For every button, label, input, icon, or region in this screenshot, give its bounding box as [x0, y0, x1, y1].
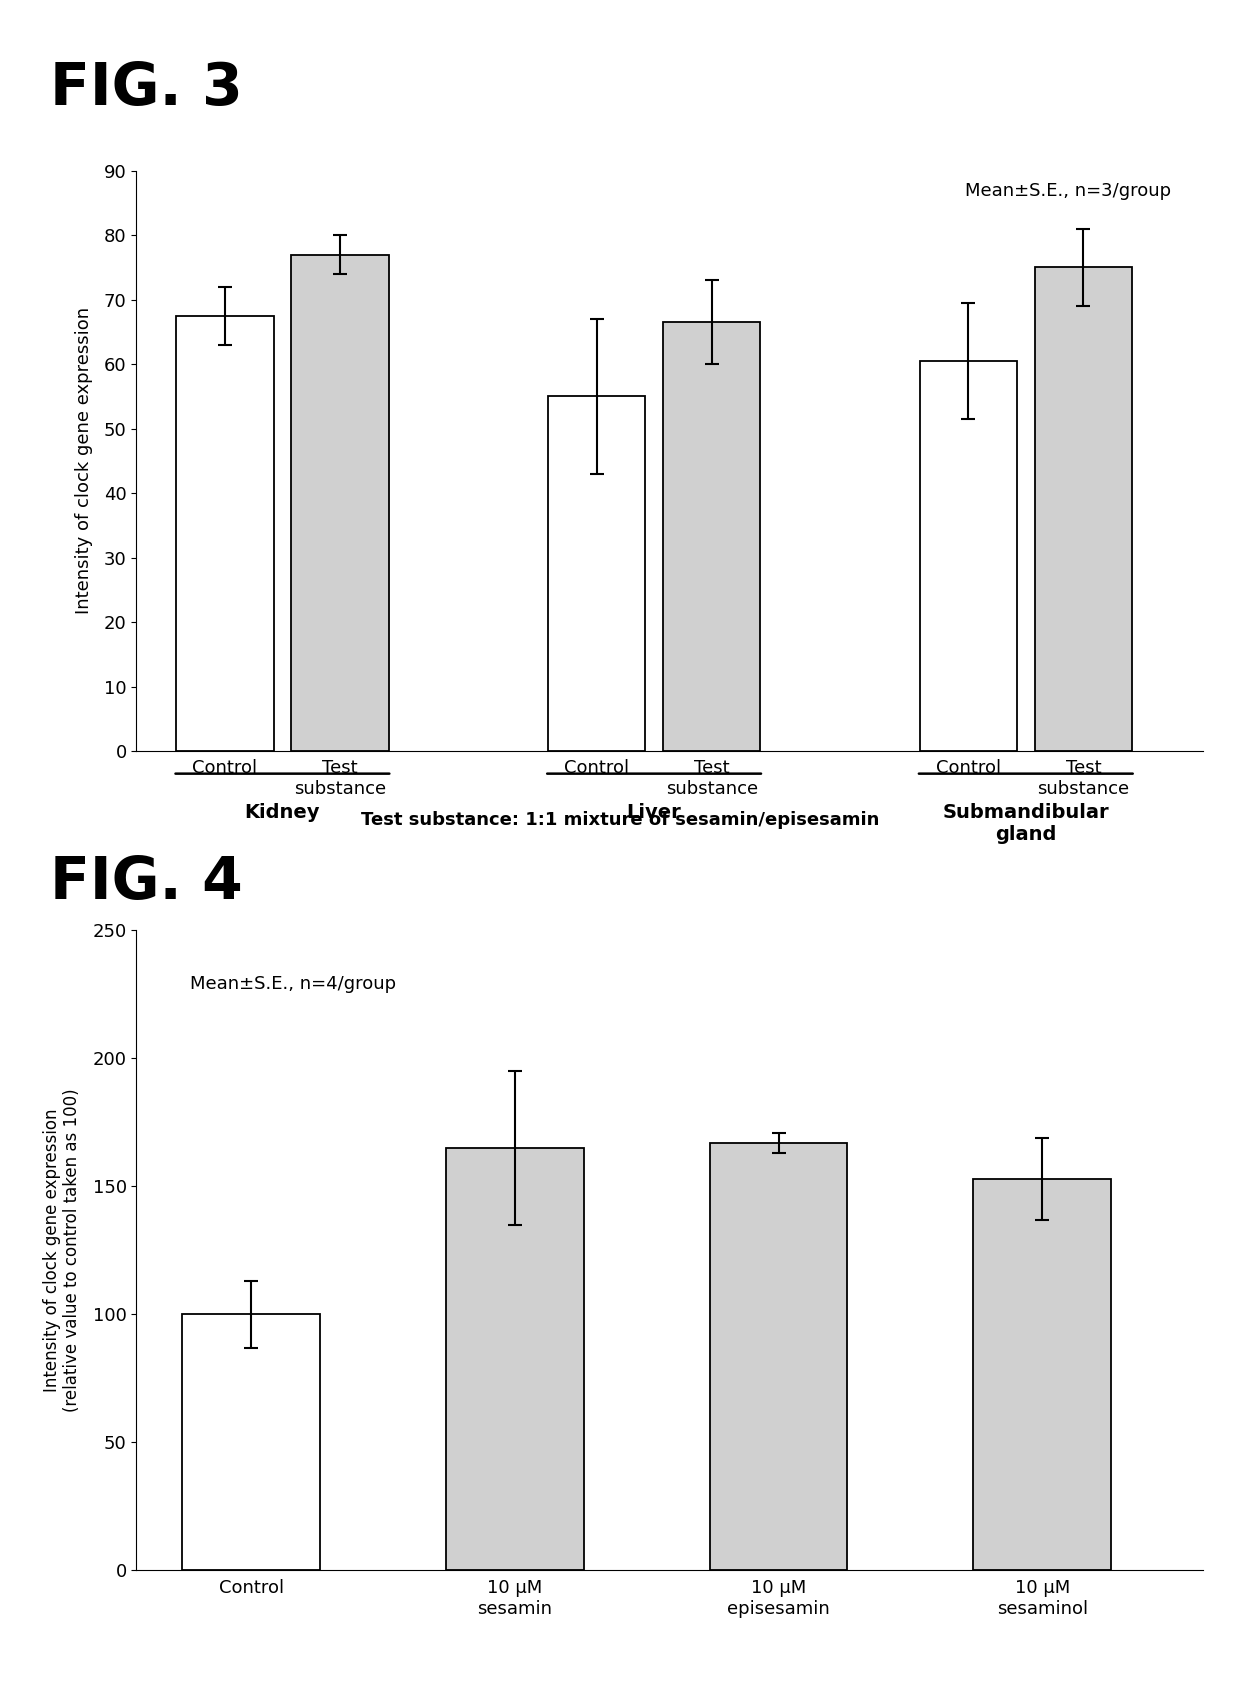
Bar: [182, 1314, 320, 1570]
Bar: [1034, 268, 1132, 751]
Text: Mean±S.E., n=4/group: Mean±S.E., n=4/group: [190, 975, 396, 993]
Bar: [446, 1147, 584, 1570]
Text: Kidney: Kidney: [244, 802, 320, 821]
Text: Mean±S.E., n=3/group: Mean±S.E., n=3/group: [965, 183, 1171, 200]
Bar: [291, 254, 388, 751]
Y-axis label: Intensity of clock gene expression
(relative value to control taken as 100): Intensity of clock gene expression (rela…: [42, 1089, 82, 1412]
Text: FIG. 4: FIG. 4: [50, 854, 242, 910]
Bar: [920, 360, 1017, 751]
Y-axis label: Intensity of clock gene expression: Intensity of clock gene expression: [74, 307, 93, 615]
Text: FIG. 3: FIG. 3: [50, 60, 242, 116]
Text: Test substance: 1:1 mixture of sesamin/episesamin: Test substance: 1:1 mixture of sesamin/e…: [361, 811, 879, 830]
Bar: [973, 1178, 1111, 1570]
Bar: [176, 316, 274, 751]
Text: Submandibular
gland: Submandibular gland: [942, 802, 1109, 843]
Text: Liver: Liver: [626, 802, 682, 821]
Bar: [548, 396, 645, 751]
Bar: [709, 1144, 847, 1570]
Bar: [663, 323, 760, 751]
